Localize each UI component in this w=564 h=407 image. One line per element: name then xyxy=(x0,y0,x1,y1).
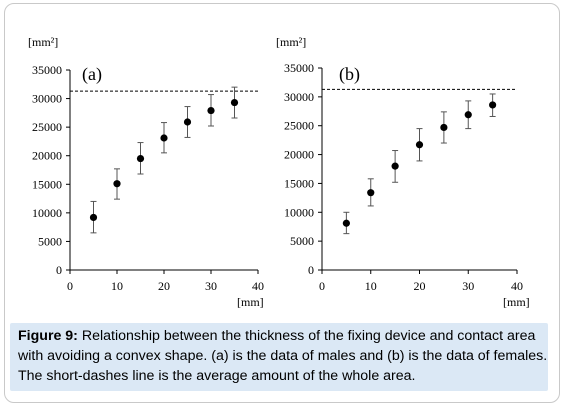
x-unit-label: [mm] xyxy=(503,295,530,309)
data-point xyxy=(136,154,145,163)
panel-label: (b) xyxy=(339,64,360,85)
data-point xyxy=(415,141,424,149)
data-point xyxy=(464,111,472,119)
y-tick-label: 30000 xyxy=(284,90,314,104)
y-tick-label: 35000 xyxy=(284,61,314,75)
y-tick-label: 20000 xyxy=(32,149,62,163)
x-tick-label: 40 xyxy=(252,279,264,293)
data-point xyxy=(89,213,98,222)
y-unit-label: [mm²] xyxy=(276,35,306,49)
data-point xyxy=(183,118,192,126)
figure-caption: Figure 9: Relationship between the thick… xyxy=(18,326,548,386)
y-tick-label: 25000 xyxy=(32,120,62,134)
x-tick-label: 0 xyxy=(319,279,325,293)
data-point xyxy=(230,98,239,107)
x-tick-label: 30 xyxy=(462,279,474,293)
panel-label: (a) xyxy=(82,64,102,85)
y-tick-label: 0 xyxy=(308,263,314,277)
y-tick-label: 25000 xyxy=(284,119,314,133)
data-point xyxy=(440,123,448,132)
x-tick-label: 30 xyxy=(205,279,217,293)
y-tick-label: 30000 xyxy=(32,92,62,106)
y-tick-label: 20000 xyxy=(284,148,314,162)
x-tick-label: 20 xyxy=(158,279,170,293)
x-tick-label: 10 xyxy=(111,279,123,293)
y-tick-label: 15000 xyxy=(284,176,314,190)
y-tick-label: 5000 xyxy=(38,234,62,248)
data-point xyxy=(342,219,350,227)
data-point xyxy=(207,106,215,115)
y-tick-label: 15000 xyxy=(32,177,62,191)
x-unit-label: [mm] xyxy=(237,295,264,309)
data-point xyxy=(489,101,497,109)
data-point xyxy=(367,189,375,197)
caption-label: Figure 9: xyxy=(18,328,78,344)
y-tick-label: 0 xyxy=(56,263,62,277)
data-point xyxy=(160,134,168,142)
y-tick-label: 35000 xyxy=(32,63,62,77)
data-point xyxy=(113,180,121,188)
chart-panel-b: [mm²] [mm] (b) 0 5000 10000 15000 20000 25000… xyxy=(276,35,530,309)
caption-background xyxy=(10,323,548,391)
y-unit-label: [mm²] xyxy=(28,35,58,49)
y-tick-label: 10000 xyxy=(284,205,314,219)
y-tick-label: 10000 xyxy=(32,206,62,220)
chart-area: [mm²] [mm] (a) 0500010000150002000025000… xyxy=(28,35,530,309)
data-point xyxy=(391,162,399,170)
y-tick-label: 5000 xyxy=(290,234,314,248)
x-tick-label: 0 xyxy=(67,279,73,293)
x-tick-label: 40 xyxy=(511,279,523,293)
caption-text: Relationship between the thickness of th… xyxy=(18,328,548,384)
x-tick-label: 10 xyxy=(365,279,377,293)
chart-panel-a: [mm²] [mm] (a) 0 5000 10000 15000 20000 25000… xyxy=(28,35,264,309)
x-tick-label: 20 xyxy=(414,279,426,293)
